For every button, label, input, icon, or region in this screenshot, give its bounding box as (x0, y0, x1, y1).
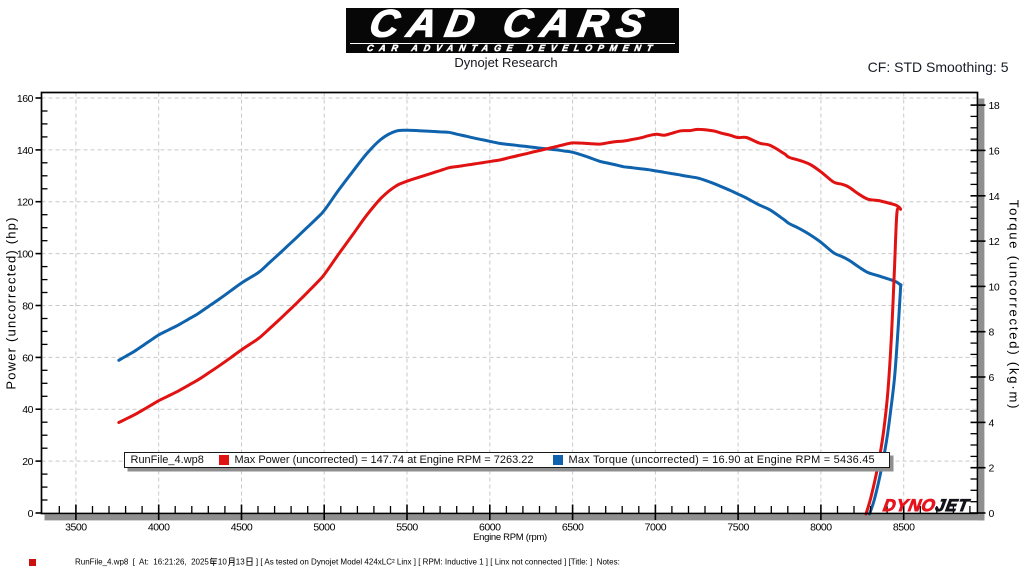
svg-text:140: 140 (17, 145, 34, 157)
svg-text:18: 18 (989, 100, 1000, 112)
svg-text:20: 20 (22, 456, 33, 468)
svg-text:160: 160 (17, 93, 34, 105)
svg-text:80: 80 (22, 301, 33, 313)
svg-text:3500: 3500 (65, 522, 87, 534)
svg-text:40: 40 (22, 404, 33, 416)
svg-text:6500: 6500 (562, 522, 584, 534)
svg-text:0: 0 (28, 508, 34, 520)
svg-text:Power (uncorrected) (hp): Power (uncorrected) (hp) (4, 216, 19, 389)
svg-text:4: 4 (989, 417, 995, 429)
svg-text:8: 8 (989, 327, 995, 339)
svg-text:Torque (uncorrected) (kg·m): Torque (uncorrected) (kg·m) (1007, 200, 1022, 410)
svg-text:60: 60 (22, 352, 33, 364)
svg-text:12: 12 (989, 236, 1000, 248)
svg-text:4000: 4000 (148, 522, 170, 534)
svg-text:8000: 8000 (810, 522, 832, 534)
svg-text:10: 10 (989, 281, 1000, 293)
svg-text:100: 100 (17, 249, 34, 261)
svg-text:Engine RPM (rpm): Engine RPM (rpm) (473, 532, 547, 543)
svg-text:5500: 5500 (396, 522, 418, 534)
svg-text:5000: 5000 (313, 522, 335, 534)
svg-text:4500: 4500 (231, 522, 253, 534)
svg-text:120: 120 (17, 197, 34, 209)
svg-text:2: 2 (989, 463, 995, 475)
svg-text:6000: 6000 (479, 522, 501, 534)
svg-text:6: 6 (989, 372, 995, 384)
svg-text:7000: 7000 (645, 522, 667, 534)
svg-text:0: 0 (989, 508, 995, 520)
svg-text:8500: 8500 (893, 522, 915, 534)
svg-text:14: 14 (989, 191, 1000, 203)
svg-text:16: 16 (989, 145, 1000, 157)
svg-text:7500: 7500 (727, 522, 749, 534)
